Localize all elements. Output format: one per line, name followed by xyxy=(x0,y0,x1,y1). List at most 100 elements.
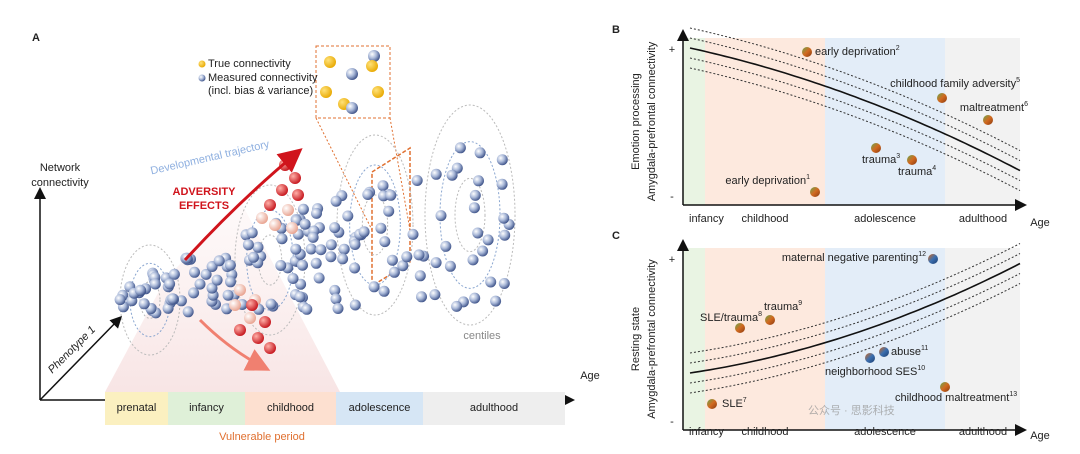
stage-band xyxy=(945,248,1020,430)
sphere xyxy=(222,289,234,301)
centile-ellipse xyxy=(234,184,306,336)
legend-label: (incl. bias & variance) xyxy=(208,85,313,97)
sphere xyxy=(444,260,456,272)
axis-label: Age xyxy=(1030,217,1050,229)
study-ref: 13 xyxy=(1009,391,1017,398)
sphere xyxy=(454,142,466,154)
sphere xyxy=(315,244,327,256)
study-ref: 12 xyxy=(918,251,926,258)
study-ref: 7 xyxy=(743,397,747,404)
sphere xyxy=(168,268,180,280)
study-name: neighborhood SES xyxy=(825,366,917,378)
study-dot xyxy=(879,347,889,357)
sphere xyxy=(414,270,426,282)
study-dot xyxy=(871,143,881,153)
sphere xyxy=(440,240,452,252)
sphere xyxy=(485,276,497,288)
sphere xyxy=(386,254,398,266)
sphere xyxy=(383,205,395,217)
adversity-sphere xyxy=(264,199,276,211)
y-title: Emotion processing xyxy=(630,73,642,170)
centile-ellipse xyxy=(424,104,516,326)
sphere xyxy=(473,175,484,187)
sphere xyxy=(114,294,126,306)
study-ref: 1 xyxy=(806,174,810,181)
stage-label: infancy xyxy=(689,426,724,438)
axis-label: Age xyxy=(1030,430,1050,442)
stage-label: prenatal xyxy=(117,402,157,414)
stage-label: adulthood xyxy=(470,402,518,414)
study-name: SLE xyxy=(722,398,743,410)
study-dot xyxy=(765,315,775,325)
adversity-sphere xyxy=(234,324,246,336)
sphere xyxy=(134,284,146,296)
sphere xyxy=(377,180,389,192)
adversity-sphere xyxy=(252,332,264,344)
study-label: maternal negative parenting12 xyxy=(782,251,926,264)
sphere xyxy=(498,278,510,289)
study-ref: 6 xyxy=(1024,101,1028,108)
sphere xyxy=(313,272,325,284)
sphere xyxy=(385,189,397,201)
median-curve xyxy=(689,262,1021,374)
sphere xyxy=(338,243,350,255)
adversity-sphere xyxy=(292,189,304,201)
legend-label: Measured connectivity xyxy=(208,72,318,84)
sphere xyxy=(294,291,306,303)
study-label: SLE/trauma8 xyxy=(700,311,762,324)
study-ref: 8 xyxy=(758,311,762,318)
stage-band xyxy=(683,248,705,430)
study-ref: 10 xyxy=(917,365,925,372)
sphere xyxy=(248,251,259,263)
sphere xyxy=(310,257,322,269)
stage-label: infancy xyxy=(689,213,724,225)
study-label: childhood maltreatment13 xyxy=(895,391,1017,404)
study-ref: 3 xyxy=(896,153,900,160)
sphere xyxy=(307,231,319,243)
sphere xyxy=(242,239,254,251)
study-name: SLE/trauma xyxy=(700,312,759,324)
study-name: trauma xyxy=(862,154,897,166)
sphere xyxy=(349,239,361,250)
sphere xyxy=(469,292,481,304)
inset-dot xyxy=(346,102,358,114)
panel-b: B + - Emotion processing Amygdala-prefrontal… xyxy=(612,24,1050,229)
stage-box xyxy=(245,392,336,425)
sphere xyxy=(362,189,374,200)
sphere xyxy=(149,278,161,290)
adversity-sphere xyxy=(286,222,298,234)
stage-band xyxy=(825,38,945,205)
study-dot xyxy=(937,93,947,103)
stage-label: childhood xyxy=(741,426,788,438)
sphere xyxy=(329,284,341,296)
sphere xyxy=(275,260,287,271)
sphere xyxy=(189,266,200,278)
study-name: early deprivation xyxy=(815,46,896,58)
study-label: trauma9 xyxy=(764,300,802,313)
stage-band xyxy=(825,248,945,430)
study-label: abuse11 xyxy=(891,345,928,358)
sphere xyxy=(332,303,344,314)
stage-band xyxy=(683,38,705,205)
sphere xyxy=(401,251,413,263)
panel-label: C xyxy=(612,230,620,242)
adversity-sphere xyxy=(259,316,271,328)
axis-label: Age xyxy=(580,370,600,382)
sphere xyxy=(397,260,409,272)
panel-c: C + - Resting state Amygdala-prefrontal conn… xyxy=(612,230,1050,442)
adversity-sphere xyxy=(256,212,268,224)
sphere xyxy=(375,222,387,234)
sphere xyxy=(342,210,354,222)
trajectory-label: Developmental trajectory xyxy=(149,138,271,177)
centile-curve xyxy=(689,243,1021,354)
study-ref: 9 xyxy=(798,300,802,307)
inset-dot xyxy=(320,86,332,98)
sphere xyxy=(411,175,423,186)
stage-label: adulthood xyxy=(959,426,1007,438)
study-label: trauma3 xyxy=(862,153,900,166)
adversity-label: ADVERSITY xyxy=(173,186,237,198)
sphere xyxy=(297,203,309,215)
stage-label: adolescence xyxy=(349,402,411,414)
inset-leader xyxy=(315,117,411,231)
axis-label: Network xyxy=(40,162,81,174)
